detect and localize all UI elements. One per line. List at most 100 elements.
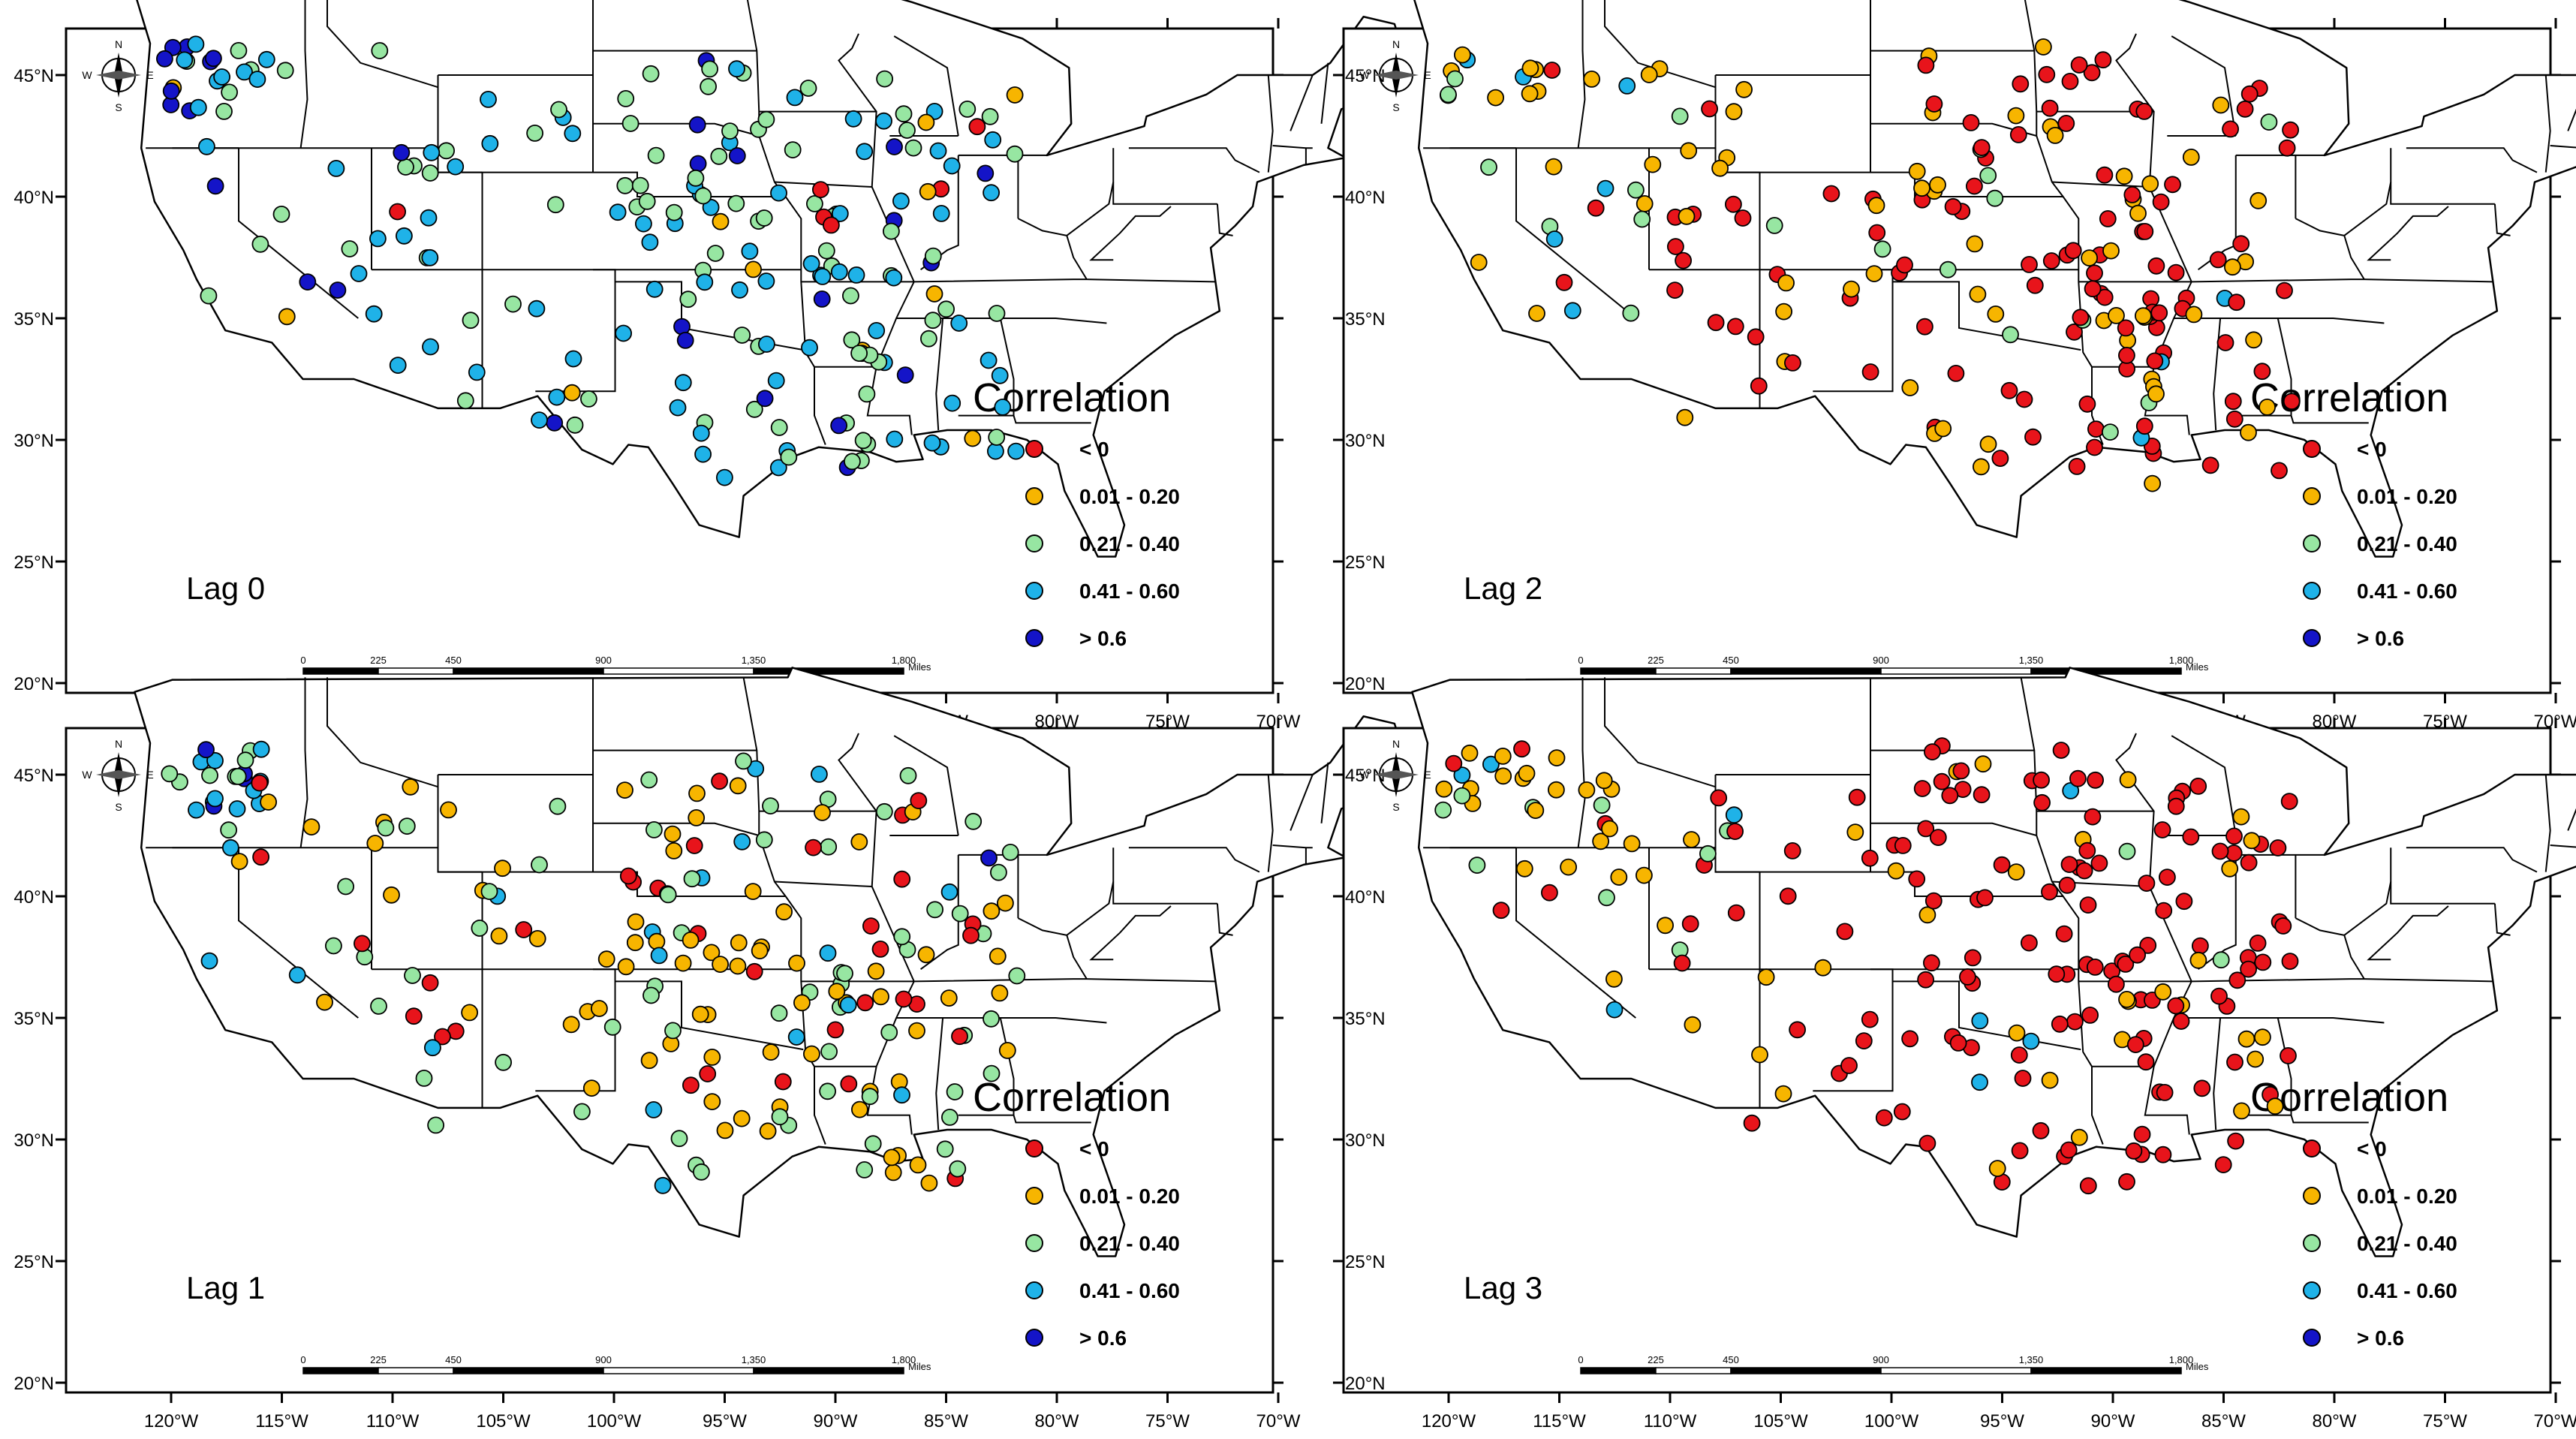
station-dot [1482, 755, 1500, 773]
station-dot [2144, 474, 2162, 492]
state-border [2191, 278, 2493, 283]
station-dot [1913, 179, 1930, 197]
station-dot [864, 1135, 882, 1153]
station-dot [617, 958, 635, 976]
station-dot [937, 300, 955, 318]
station-dot [2232, 808, 2250, 826]
station-dot [1915, 318, 1934, 336]
station-dot [1470, 254, 1488, 271]
station-dot [2041, 1071, 2059, 1089]
station-dot [2083, 64, 2101, 82]
lon-label: 80°W [2313, 1411, 2357, 1431]
station-dot [1861, 849, 1879, 867]
compass-s: S [1392, 801, 1399, 813]
lag-label: Lag 2 [1464, 570, 1542, 606]
state-border [2343, 182, 2392, 236]
station-dot [2141, 175, 2159, 193]
station-dot [415, 1070, 433, 1087]
station-dot [189, 98, 207, 116]
station-dot [1605, 970, 1623, 988]
station-dot [1583, 71, 1601, 88]
station-dot [1918, 1134, 1937, 1152]
station-dot [2133, 1125, 2151, 1143]
station-dot [1843, 280, 1860, 298]
station-dot [788, 954, 805, 972]
station-dot [1979, 435, 1997, 453]
station-dot [1783, 842, 1801, 859]
lat-label: 20°N [1345, 1374, 1386, 1394]
state-border [2493, 203, 2511, 236]
station-dot [230, 42, 248, 59]
station-dot [1727, 904, 1745, 922]
station-dot [2249, 191, 2268, 209]
station-dot [1988, 1160, 2006, 1177]
station-dot [461, 1004, 478, 1022]
station-dot [2101, 423, 2119, 441]
station-dot [609, 203, 627, 221]
station-dot [2048, 965, 2066, 983]
station-dot [597, 950, 615, 968]
station-dot [2078, 395, 2096, 413]
station-dot [2086, 959, 2104, 976]
station-dot [814, 267, 832, 285]
station-dot [1006, 86, 1024, 104]
station-dot [980, 849, 998, 867]
station-dot [2276, 281, 2293, 300]
station-dot [370, 998, 387, 1015]
scale-tick-label: 1,800 [2169, 1354, 2194, 1365]
station-dot [2281, 953, 2299, 970]
station-dot [712, 212, 730, 230]
scale-tick-label: 225 [370, 655, 387, 666]
station-dot [1901, 379, 1919, 396]
station-dot [2167, 997, 2185, 1015]
state-border [2544, 74, 2551, 173]
compass-e: E [146, 769, 153, 781]
station-dot [679, 291, 697, 309]
station-dot [1861, 363, 1879, 381]
station-dot [676, 331, 694, 349]
station-dot [716, 468, 733, 486]
station-dot [693, 1163, 710, 1181]
scale-segment [453, 667, 604, 675]
station-dot [2254, 953, 2272, 971]
station-dot [2015, 390, 2033, 408]
station-dot [787, 1028, 805, 1046]
station-dot [941, 1109, 958, 1126]
lat-label: 25°N [1345, 1252, 1386, 1272]
station-dot [621, 115, 639, 132]
station-dot [528, 300, 546, 318]
state-border [2390, 148, 2495, 205]
station-dot [646, 280, 664, 298]
station-dot [471, 920, 489, 937]
station-dot [341, 240, 359, 257]
state-border [1216, 203, 1233, 236]
station-dot [221, 83, 239, 101]
state-border [1066, 881, 1115, 936]
station-dot [940, 883, 958, 901]
station-dot [1865, 265, 1883, 283]
lat-label: 45°N [14, 66, 54, 86]
station-dot [757, 272, 775, 290]
station-dot [2000, 381, 2018, 399]
station-dot [856, 994, 874, 1012]
lon-label: 85°W [924, 1411, 968, 1431]
station-dot [1724, 195, 1742, 213]
station-dot [397, 158, 414, 176]
station-dot [642, 65, 660, 83]
station-dot [402, 778, 420, 796]
station-dot [327, 159, 345, 177]
station-dot [2129, 946, 2147, 964]
station-dot [638, 192, 656, 210]
station-dot [871, 941, 889, 958]
lon-label: 70°W [2534, 1411, 2576, 1431]
state-border [913, 978, 1215, 983]
station-dot [908, 1022, 925, 1040]
scale-segment [2030, 1367, 2182, 1374]
station-dot [2155, 902, 2173, 920]
station-dot [876, 70, 893, 88]
station-dot [531, 411, 548, 429]
station-dot [685, 837, 703, 854]
station-dot [898, 122, 916, 139]
station-dot [398, 817, 416, 835]
